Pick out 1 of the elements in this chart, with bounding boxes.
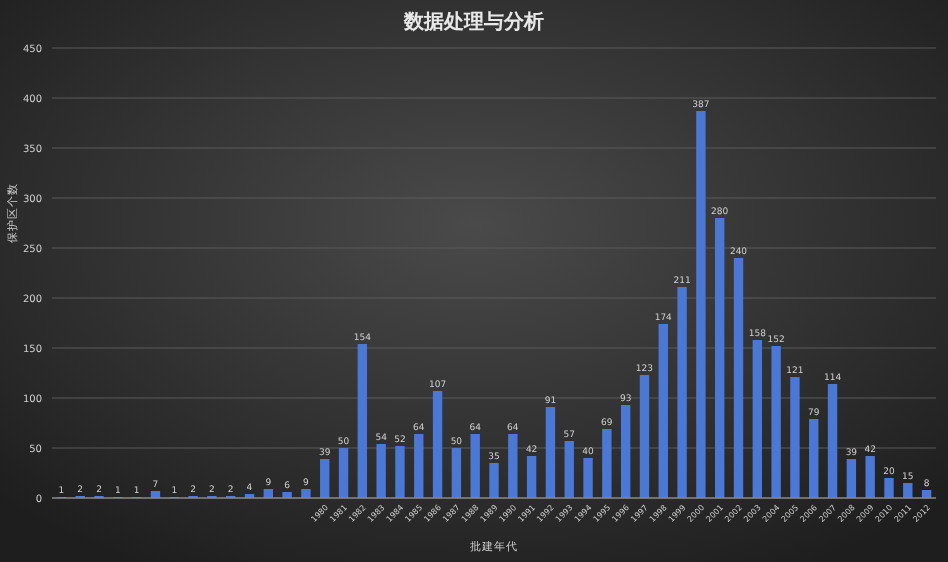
chart-title: 数据处理与分析	[402, 10, 544, 34]
